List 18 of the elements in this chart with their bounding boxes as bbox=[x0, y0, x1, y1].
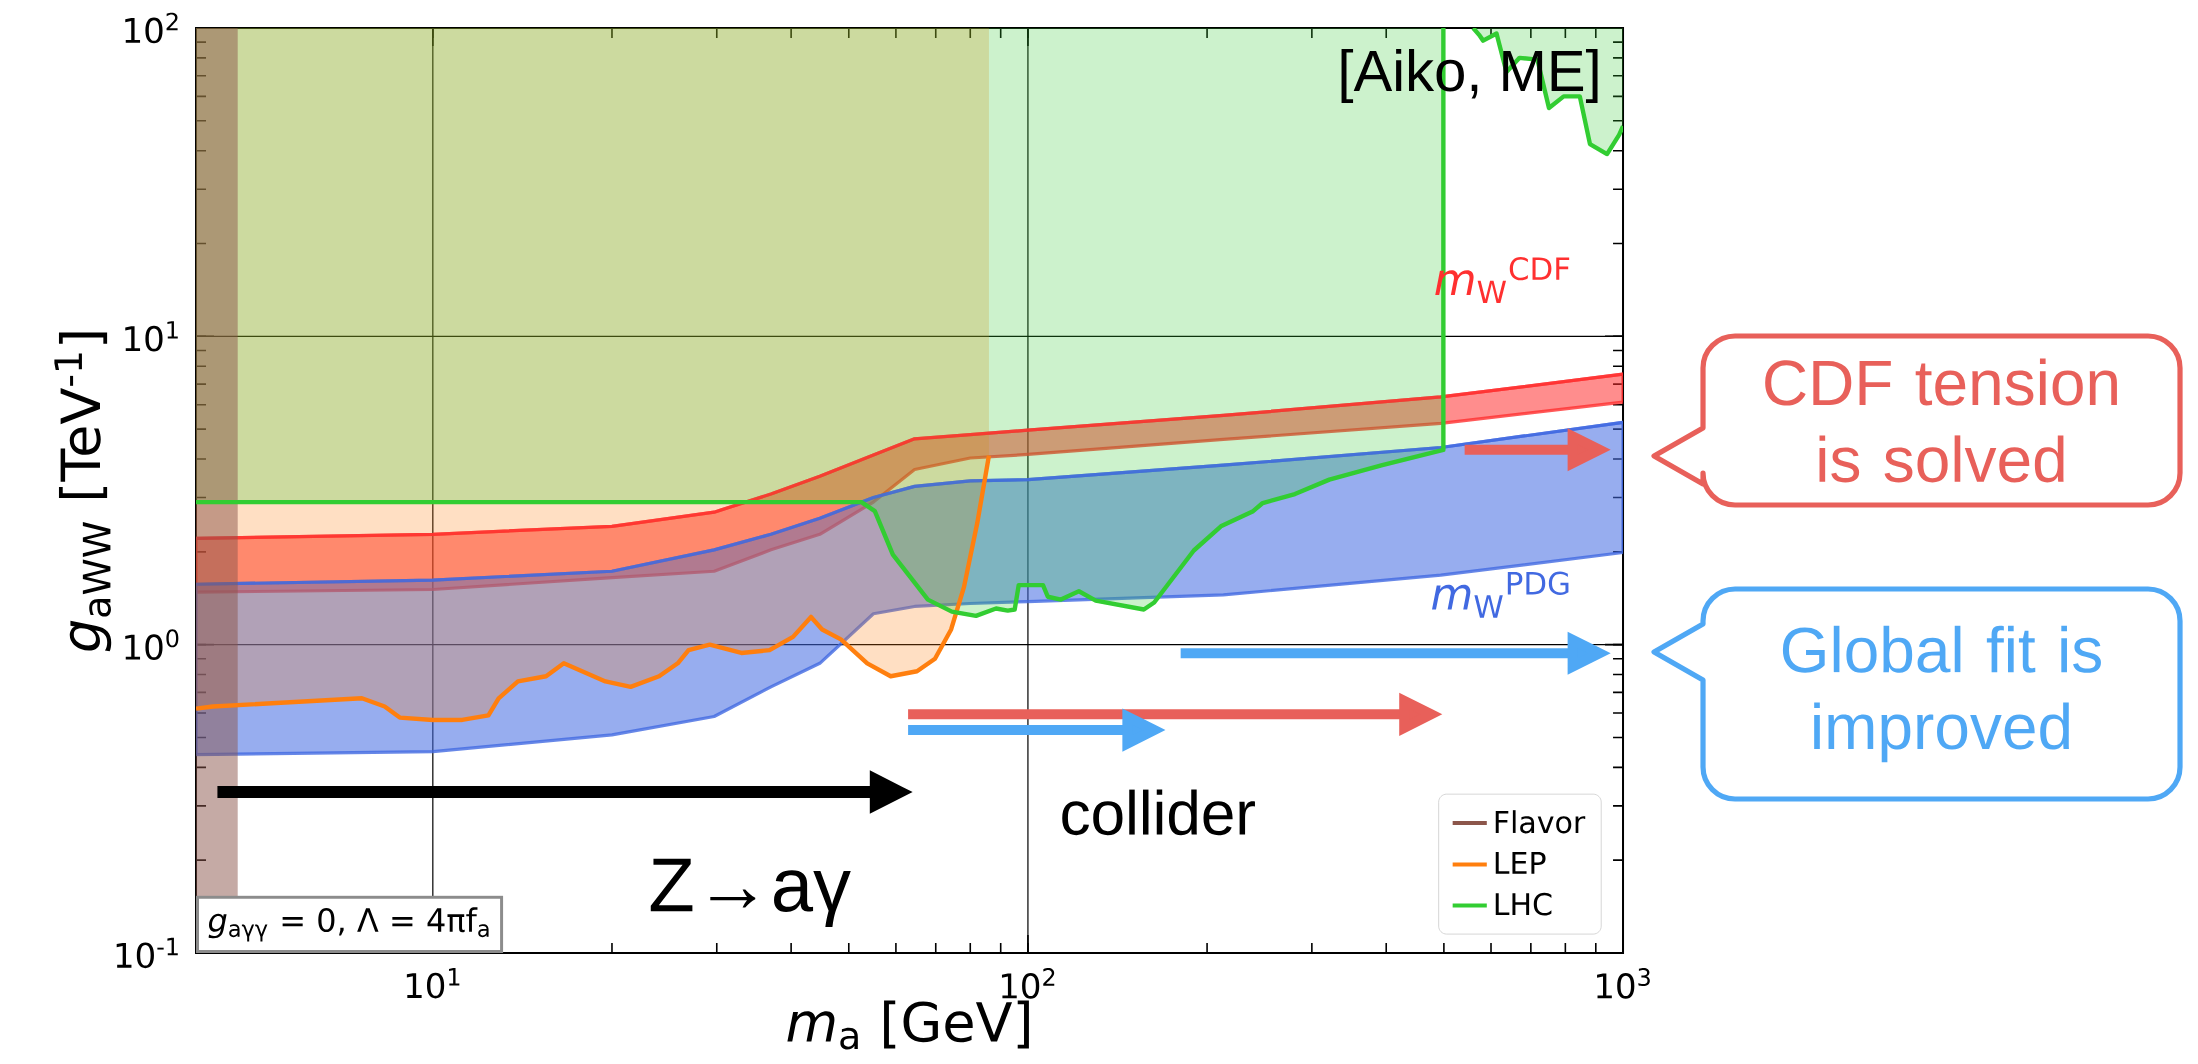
x-tick-label: 10$^{3}$ bbox=[1597, 968, 1650, 999]
annotation: Z→aγ bbox=[650, 858, 851, 927]
text: Global fit is improved bbox=[1782, 625, 2101, 763]
annotation: g$_{aγγ}$ = 0, Λ = 4πf$_{a}$ bbox=[208, 907, 489, 942]
y-tick-label: 10$^{0}$ bbox=[125, 629, 179, 660]
y-tick-label: 10$^{2}$ bbox=[125, 12, 178, 44]
y-axis-title: g$_{aWW}$ [TeV$^{-1}$] bbox=[54, 332, 112, 652]
legend-label: LHC bbox=[1495, 892, 1552, 916]
legend-label: Flavor bbox=[1495, 810, 1586, 834]
y-tick-label: 10$^{1}$ bbox=[125, 321, 178, 352]
legend-label: LEP bbox=[1495, 851, 1546, 874]
annotation: collider bbox=[1062, 789, 1255, 836]
x-tick-label: 10$^{2}$ bbox=[1001, 968, 1055, 999]
x-axis-title: m$_{a}$ [GeV] bbox=[787, 1000, 1029, 1050]
x-tick-label: 10$^{1}$ bbox=[406, 968, 460, 999]
text: m$_{W}$PDG bbox=[1432, 571, 1569, 618]
text: CDF tension is solved bbox=[1765, 358, 2117, 483]
y-tick-label: 10$^{-1}$ bbox=[116, 937, 178, 969]
